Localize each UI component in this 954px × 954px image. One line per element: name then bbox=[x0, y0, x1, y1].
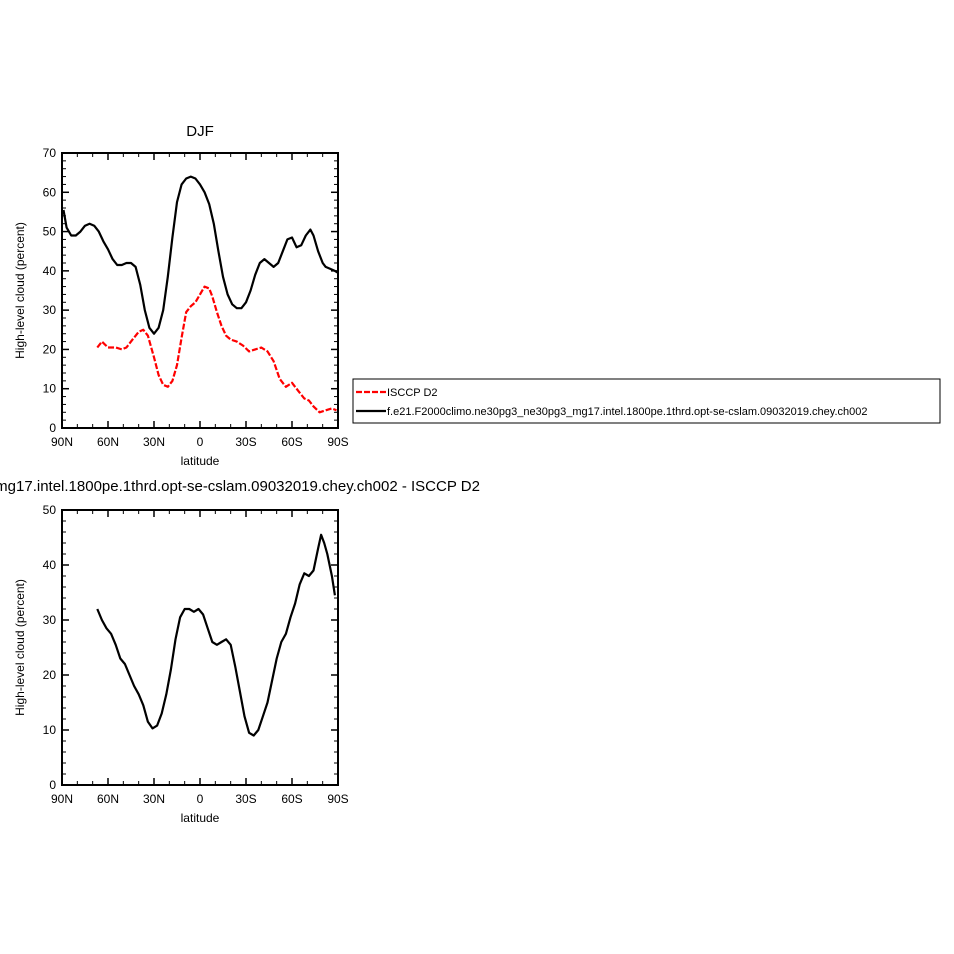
y-tick-label: 0 bbox=[49, 421, 56, 435]
y-tick-label: 30 bbox=[43, 303, 57, 317]
y-tick-label: 10 bbox=[43, 382, 57, 396]
plot-frame bbox=[61, 152, 339, 429]
x-tick-label: 30N bbox=[143, 792, 165, 806]
y-axis-title: High-level cloud (percent) bbox=[13, 579, 27, 716]
y-tick-label: 20 bbox=[43, 342, 57, 356]
x-tick-label: 60N bbox=[97, 435, 119, 449]
chart-panel-1: 90N 60N 30N 0 30S 60S 90S 0 10 20 30 40 50 60 70 DJF lat… bbox=[13, 123, 349, 468]
y-tick-label: 60 bbox=[43, 185, 57, 199]
y-tick-label: 20 bbox=[43, 668, 57, 682]
x-tick-label: 30N bbox=[143, 435, 165, 449]
x-tick-label: 90S bbox=[327, 435, 348, 449]
series-line-1 bbox=[96, 285, 337, 414]
x-tick-label: 60S bbox=[281, 792, 302, 806]
series-line-1 bbox=[96, 533, 336, 737]
legend: ISCCP D2 f.e21.F2000climo.ne30pg3_ne30pg3… bbox=[352, 378, 941, 424]
chart-panel-2: 90N 60N 30N 0 30S 60S 90S 0 10 20 30 40 50 _ne30pg3_m… bbox=[0, 478, 480, 825]
x-tick-label: 30S bbox=[235, 792, 256, 806]
x-tick-label: 90N bbox=[51, 435, 73, 449]
y-tick-label: 70 bbox=[43, 146, 57, 160]
y-tick-label: 40 bbox=[43, 558, 57, 572]
x-tick-label: 0 bbox=[197, 435, 204, 449]
x-axis-title: latitude bbox=[181, 454, 220, 468]
y-tick-label: 10 bbox=[43, 723, 57, 737]
y-tick-label: 30 bbox=[43, 613, 57, 627]
chart-title: _ne30pg3_mg17.intel.1800pe.1thrd.opt-se-… bbox=[0, 478, 480, 495]
x-tick-label: 60S bbox=[281, 435, 302, 449]
x-axis-title: latitude bbox=[181, 811, 220, 825]
legend-label: f.e21.F2000climo.ne30pg3_ne30pg3_mg17.in… bbox=[387, 406, 867, 418]
y-tick-label: 50 bbox=[43, 503, 57, 517]
y-tick-label: 40 bbox=[43, 264, 57, 278]
y-axis-title: High-level cloud (percent) bbox=[13, 222, 27, 359]
x-tick-label: 90N bbox=[51, 792, 73, 806]
y-tick-label: 50 bbox=[43, 225, 57, 239]
series-line-2 bbox=[62, 175, 338, 335]
x-tick-label: 60N bbox=[97, 792, 119, 806]
x-tick-label: 30S bbox=[235, 435, 256, 449]
legend-label: ISCCP D2 bbox=[387, 387, 438, 399]
chart-title: DJF bbox=[186, 123, 214, 140]
y-tick-label: 0 bbox=[49, 778, 56, 792]
x-tick-label: 0 bbox=[197, 792, 204, 806]
x-tick-label: 90S bbox=[327, 792, 348, 806]
legend-box bbox=[352, 378, 941, 424]
plot-frame bbox=[61, 509, 339, 786]
